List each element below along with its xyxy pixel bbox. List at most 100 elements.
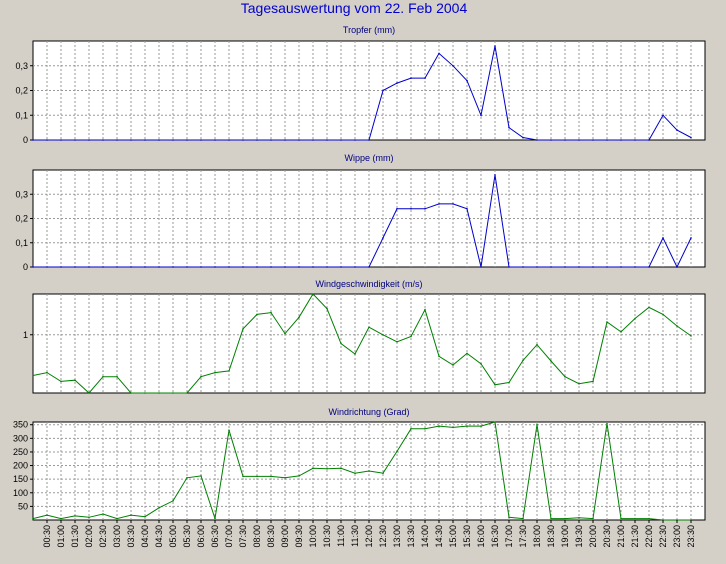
data-point — [298, 139, 300, 141]
x-tick-label: 11:30 — [350, 525, 360, 547]
x-tick-label: 23:00 — [672, 525, 682, 548]
y-tick-label: 200 — [13, 461, 28, 471]
x-tick-label: 19:00 — [560, 525, 570, 548]
x-tick-label: 14:30 — [434, 525, 444, 548]
data-point — [648, 306, 650, 309]
data-point — [312, 139, 314, 141]
data-point — [564, 375, 566, 378]
y-tick-label: 0 — [23, 262, 28, 272]
data-point — [382, 89, 384, 92]
data-point — [312, 293, 314, 295]
data-point — [284, 139, 286, 141]
x-tick-label: 01:00 — [56, 525, 66, 548]
x-tick-label: 21:30 — [630, 525, 640, 548]
data-point — [270, 475, 272, 478]
data-point — [158, 139, 160, 141]
data-point — [74, 139, 76, 141]
data-point — [522, 517, 524, 520]
y-tick-label: 0 — [23, 135, 28, 145]
data-point — [242, 328, 244, 330]
data-point — [368, 326, 370, 329]
data-point — [228, 370, 230, 372]
data-point — [578, 139, 580, 141]
data-point — [564, 517, 566, 520]
data-point — [60, 266, 62, 268]
x-tick-label: 19:30 — [574, 525, 584, 548]
data-point — [494, 384, 496, 386]
data-point — [256, 266, 258, 268]
data-point — [102, 139, 104, 141]
data-point — [676, 129, 678, 131]
panel-2: Wippe (mm) 0 0,1 0,2 0,3 — [15, 153, 706, 272]
x-tick-label: 13:30 — [406, 525, 416, 548]
data-point — [242, 475, 244, 478]
x-tick-label: 09:00 — [280, 525, 290, 548]
data-point — [186, 266, 188, 268]
data-point — [634, 517, 636, 520]
data-point — [452, 426, 454, 429]
data-point — [270, 139, 272, 141]
data-point — [648, 139, 650, 141]
data-point — [340, 139, 342, 141]
data-point — [228, 266, 230, 268]
y-tick-label: 150 — [13, 474, 28, 484]
data-point — [592, 380, 594, 383]
data-point — [438, 52, 440, 55]
data-point — [508, 381, 510, 384]
data-point — [480, 425, 482, 427]
data-point — [606, 321, 608, 323]
data-point — [494, 174, 496, 176]
data-point — [592, 517, 594, 520]
data-point — [564, 139, 566, 141]
panel-title: Wippe (mm) — [345, 153, 394, 163]
data-point — [116, 375, 118, 378]
data-point — [522, 266, 524, 268]
data-point — [424, 308, 426, 311]
data-point — [298, 475, 300, 477]
y-tick-label: 0,2 — [15, 214, 28, 224]
x-tick-label: 23:30 — [686, 525, 696, 548]
data-point — [144, 139, 146, 141]
data-point — [648, 517, 650, 520]
data-point — [46, 139, 48, 141]
x-tick-label: 10:30 — [322, 525, 332, 548]
data-point — [662, 237, 664, 239]
y-tick-label: 300 — [13, 433, 28, 443]
data-point — [74, 379, 76, 382]
data-point — [634, 317, 636, 320]
panel-title: Tropfer (mm) — [343, 25, 395, 35]
data-point — [130, 139, 132, 141]
data-point — [578, 266, 580, 268]
data-point — [88, 392, 90, 394]
data-point — [578, 382, 580, 385]
data-point — [186, 477, 188, 479]
x-tick-label: 15:00 — [448, 525, 458, 548]
data-point — [592, 266, 594, 268]
data-point — [214, 371, 216, 374]
x-tick-label: 18:00 — [532, 525, 542, 548]
data-point — [550, 360, 552, 362]
data-point — [312, 467, 314, 470]
panel-4: Windrichtung (Grad) 50 100 150 200 250 300 350 — [13, 407, 706, 521]
data-point — [508, 126, 510, 129]
data-point — [256, 313, 258, 316]
x-tick-label: 21:00 — [616, 525, 626, 548]
data-point — [326, 139, 328, 141]
data-point — [410, 208, 412, 210]
data-point — [130, 392, 132, 394]
data-point — [410, 428, 412, 430]
data-point — [102, 266, 104, 268]
x-tick-label: 02:30 — [98, 525, 108, 548]
data-point — [578, 517, 580, 519]
data-point — [88, 139, 90, 141]
data-point — [88, 266, 90, 268]
data-point — [46, 371, 48, 374]
x-tick-label: 18:30 — [546, 525, 556, 548]
x-tick-label: 11:00 — [336, 525, 346, 547]
x-tick-label: 17:00 — [504, 525, 514, 548]
data-point — [480, 363, 482, 365]
x-tick-label: 03:00 — [112, 525, 122, 548]
data-point — [228, 429, 230, 432]
data-point — [480, 114, 482, 117]
